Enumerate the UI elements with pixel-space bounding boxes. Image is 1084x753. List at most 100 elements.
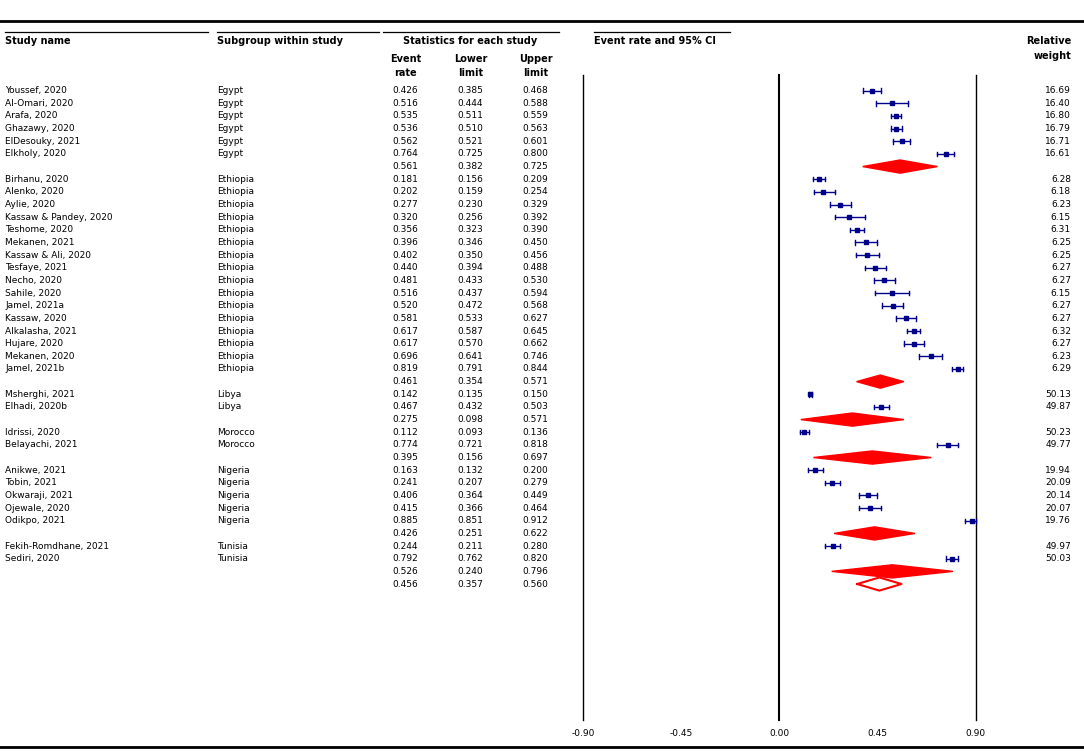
- Text: 0.488: 0.488: [522, 264, 549, 273]
- Text: 0.503: 0.503: [522, 402, 549, 411]
- Text: 0.211: 0.211: [457, 541, 483, 550]
- Text: Teshome, 2020: Teshome, 2020: [5, 225, 74, 234]
- Text: Elhadi, 2020b: Elhadi, 2020b: [5, 402, 67, 411]
- Text: Study name: Study name: [5, 36, 72, 46]
- Text: 0.510: 0.510: [457, 124, 483, 133]
- Text: Ethiopia: Ethiopia: [217, 175, 254, 184]
- Text: 16.69: 16.69: [1045, 86, 1071, 95]
- Polygon shape: [863, 160, 938, 173]
- Text: 0.762: 0.762: [457, 554, 483, 563]
- Text: 0.561: 0.561: [392, 162, 418, 171]
- Text: 0.241: 0.241: [392, 478, 418, 487]
- Text: 0.535: 0.535: [392, 111, 418, 120]
- Text: 6.25: 6.25: [1051, 251, 1071, 260]
- Text: Tesfaye, 2021: Tesfaye, 2021: [5, 264, 67, 273]
- Text: Libya: Libya: [217, 390, 241, 399]
- Text: 0.851: 0.851: [457, 517, 483, 526]
- Text: Mekanen, 2020: Mekanen, 2020: [5, 352, 75, 361]
- Text: 0.396: 0.396: [392, 238, 418, 247]
- Text: 20.14: 20.14: [1045, 491, 1071, 500]
- Text: 0.885: 0.885: [392, 517, 418, 526]
- Text: limit: limit: [522, 68, 549, 78]
- Text: 0.244: 0.244: [392, 541, 418, 550]
- Text: Libya: Libya: [217, 402, 241, 411]
- Text: Ethiopia: Ethiopia: [217, 327, 254, 336]
- Text: 20.09: 20.09: [1045, 478, 1071, 487]
- Text: 0.563: 0.563: [522, 124, 549, 133]
- Text: Nigeria: Nigeria: [217, 465, 249, 474]
- Text: 0.601: 0.601: [522, 137, 549, 146]
- Text: 0.571: 0.571: [522, 377, 549, 386]
- Text: 0.280: 0.280: [522, 541, 549, 550]
- Text: Event rate and 95% CI: Event rate and 95% CI: [594, 36, 715, 46]
- Text: Ethiopia: Ethiopia: [217, 288, 254, 297]
- Text: 0.209: 0.209: [522, 175, 549, 184]
- Text: 0.364: 0.364: [457, 491, 483, 500]
- Text: 0.820: 0.820: [522, 554, 549, 563]
- Text: Necho, 2020: Necho, 2020: [5, 276, 63, 285]
- Text: limit: limit: [457, 68, 483, 78]
- Text: 0.437: 0.437: [457, 288, 483, 297]
- Text: 0.394: 0.394: [457, 264, 483, 273]
- Text: 0.450: 0.450: [522, 238, 549, 247]
- Text: Egypt: Egypt: [217, 137, 243, 146]
- Text: Youssef, 2020: Youssef, 2020: [5, 86, 67, 95]
- Text: Upper: Upper: [518, 54, 553, 64]
- Text: 0.796: 0.796: [522, 567, 549, 576]
- Text: 6.27: 6.27: [1051, 339, 1071, 348]
- Text: Statistics for each study: Statistics for each study: [403, 36, 538, 46]
- Text: 0.645: 0.645: [522, 327, 549, 336]
- Text: 0.560: 0.560: [522, 580, 549, 589]
- Text: 16.71: 16.71: [1045, 137, 1071, 146]
- Text: ElDesouky, 2021: ElDesouky, 2021: [5, 137, 80, 146]
- Text: Ethiopia: Ethiopia: [217, 225, 254, 234]
- Text: 6.25: 6.25: [1051, 238, 1071, 247]
- Text: 0.588: 0.588: [522, 99, 549, 108]
- Text: Relative: Relative: [1025, 36, 1071, 46]
- Text: Tobin, 2021: Tobin, 2021: [5, 478, 57, 487]
- Text: 0.725: 0.725: [457, 149, 483, 158]
- Text: 0.562: 0.562: [392, 137, 418, 146]
- Text: 0.254: 0.254: [522, 187, 549, 197]
- Text: Lower: Lower: [454, 54, 487, 64]
- Text: Sahile, 2020: Sahile, 2020: [5, 288, 62, 297]
- Text: 0.382: 0.382: [457, 162, 483, 171]
- Text: Fekih-Romdhane, 2021: Fekih-Romdhane, 2021: [5, 541, 109, 550]
- Text: weight: weight: [1033, 51, 1071, 61]
- Text: 0.559: 0.559: [522, 111, 549, 120]
- Text: 0.456: 0.456: [522, 251, 549, 260]
- Polygon shape: [813, 451, 931, 464]
- Text: Ethiopia: Ethiopia: [217, 314, 254, 323]
- Text: 0.571: 0.571: [522, 415, 549, 424]
- Text: 0.464: 0.464: [522, 504, 549, 513]
- Text: Jamel, 2021a: Jamel, 2021a: [5, 301, 64, 310]
- Text: Ethiopia: Ethiopia: [217, 264, 254, 273]
- Text: 0.444: 0.444: [457, 99, 483, 108]
- Text: 49.97: 49.97: [1045, 541, 1071, 550]
- Text: 20.07: 20.07: [1045, 504, 1071, 513]
- Text: 0.093: 0.093: [457, 428, 483, 437]
- Text: 16.79: 16.79: [1045, 124, 1071, 133]
- Text: 6.27: 6.27: [1051, 314, 1071, 323]
- Text: Ethiopia: Ethiopia: [217, 352, 254, 361]
- Text: Egypt: Egypt: [217, 149, 243, 158]
- Text: 6.15: 6.15: [1050, 212, 1071, 221]
- Text: 0.696: 0.696: [392, 352, 418, 361]
- Text: -0.90: -0.90: [571, 729, 595, 738]
- Text: Egypt: Egypt: [217, 99, 243, 108]
- Text: Alkalasha, 2021: Alkalasha, 2021: [5, 327, 77, 336]
- Text: 0.432: 0.432: [457, 402, 483, 411]
- Text: 0.45: 0.45: [867, 729, 888, 738]
- Text: Morocco: Morocco: [217, 441, 255, 450]
- Text: 0.156: 0.156: [457, 453, 483, 462]
- Text: 0.516: 0.516: [392, 288, 418, 297]
- Text: 0.415: 0.415: [392, 504, 418, 513]
- Text: Tunisia: Tunisia: [217, 554, 247, 563]
- Text: 0.350: 0.350: [457, 251, 483, 260]
- Text: 0.800: 0.800: [522, 149, 549, 158]
- Text: 0.385: 0.385: [457, 86, 483, 95]
- Text: Okwaraji, 2021: Okwaraji, 2021: [5, 491, 74, 500]
- Text: Idrissi, 2020: Idrissi, 2020: [5, 428, 61, 437]
- Text: 0.181: 0.181: [392, 175, 418, 184]
- Text: 0.256: 0.256: [457, 212, 483, 221]
